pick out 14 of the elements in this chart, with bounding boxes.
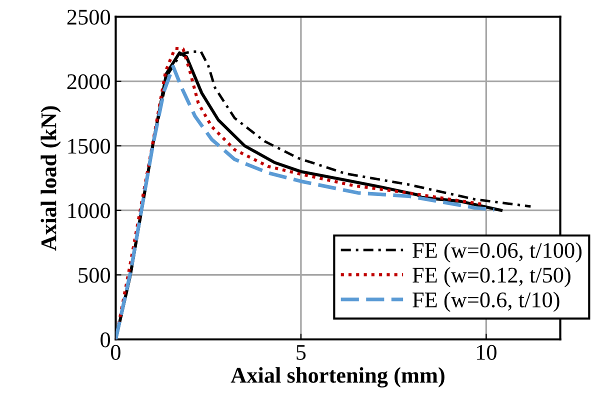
legend-label: FE (w=0.12, t/50): [412, 267, 570, 288]
y-tick-label: 2500: [67, 10, 110, 25]
y-tick-label: 2000: [67, 74, 110, 90]
x-axis-title: Axial shortening (mm): [230, 367, 444, 388]
legend-label: FE (w=0.6, t/10): [412, 292, 560, 312]
x-tick-label: 10: [477, 344, 496, 360]
y-tick-label: 1500: [68, 138, 110, 154]
y-tick-label: 0: [100, 332, 110, 348]
y-tick-label: 1000: [68, 203, 110, 218]
y-axis-title: Axial load (kN): [40, 106, 61, 251]
x-tick-label: 5: [296, 345, 306, 360]
y-tick-label: 500: [78, 268, 110, 283]
x-tick-label: 0: [111, 344, 120, 360]
legend-label: FE (w=0.06, t/100): [412, 242, 582, 262]
